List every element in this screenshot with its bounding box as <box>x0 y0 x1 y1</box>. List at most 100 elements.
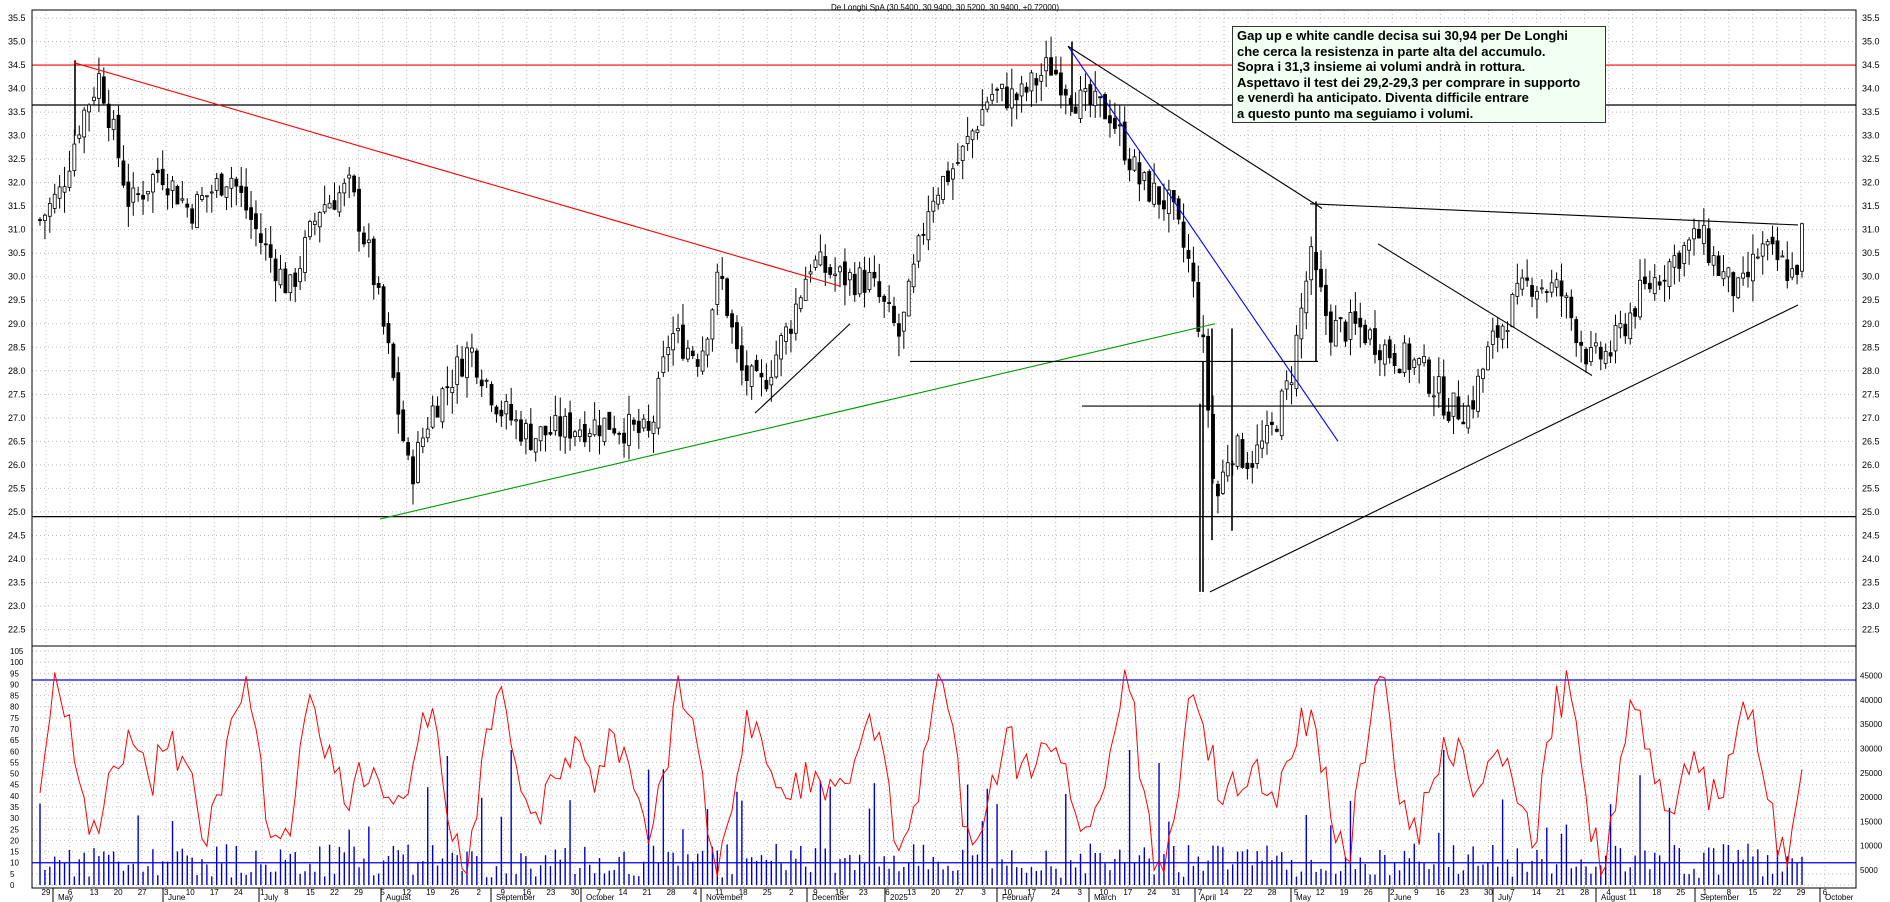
candle-body <box>460 358 464 377</box>
candle-body <box>244 186 249 211</box>
candle-body <box>1034 78 1039 86</box>
candle-body <box>1431 395 1436 398</box>
candle-body <box>1422 356 1426 364</box>
day-tick-label: 21 <box>643 888 652 897</box>
day-tick-label: 29 <box>1797 888 1806 897</box>
candle-body <box>1088 84 1093 106</box>
candle-body <box>1638 279 1642 318</box>
price-tick-label-left: 34.0 <box>8 84 26 94</box>
candle-body <box>1358 317 1363 328</box>
candle-body <box>857 267 862 295</box>
day-tick-label: 15 <box>306 888 315 897</box>
candle-body <box>1054 69 1058 75</box>
candle-body <box>126 181 131 207</box>
candle-body <box>774 354 779 378</box>
candle-body <box>627 414 631 446</box>
candle-body <box>1451 392 1456 417</box>
candle-body <box>82 109 87 138</box>
candle-body <box>47 203 52 217</box>
candle-body <box>1662 279 1667 282</box>
price-tick-label-left: 27.5 <box>8 389 26 399</box>
candle-body <box>995 88 999 91</box>
osc-tick-label: 30 <box>10 814 19 823</box>
candle-body <box>494 406 499 415</box>
candle-body <box>759 372 764 378</box>
candle-body <box>671 333 676 351</box>
candle-body <box>1225 462 1230 477</box>
note-line: Gap up e white candle decisa sui 30,94 p… <box>1237 28 1568 43</box>
day-tick-label: 23 <box>546 888 555 897</box>
day-tick-label: 24 <box>234 888 243 897</box>
candle-body <box>489 384 494 406</box>
candle-body <box>190 208 195 224</box>
candle-body <box>1697 228 1701 239</box>
month-label: May <box>58 893 73 902</box>
day-tick-label: 12 <box>1316 888 1325 897</box>
candle-body <box>1525 277 1530 281</box>
candle-body <box>1584 348 1588 365</box>
day-tick-label: 22 <box>1772 888 1781 897</box>
candle-body <box>317 212 322 228</box>
candle-body <box>165 188 170 196</box>
candle-body <box>420 437 425 448</box>
price-tick-label-right: 32.5 <box>1862 154 1880 164</box>
osc-tick-label: 105 <box>10 647 24 656</box>
price-tick-label-right: 29.5 <box>1862 295 1880 305</box>
candle-body <box>720 275 725 280</box>
grid <box>32 10 1856 888</box>
candle-body <box>357 188 361 232</box>
candle-body <box>1608 352 1613 357</box>
candle-body <box>268 244 273 258</box>
day-tick-label: 11 <box>1629 888 1638 897</box>
price-tick-label-left: 28.0 <box>8 366 26 376</box>
day-tick-label: 14 <box>1220 888 1229 897</box>
candle-body <box>1152 182 1157 205</box>
candle-body <box>838 266 842 273</box>
price-tick-label-left: 24.5 <box>8 530 26 540</box>
candle-body <box>131 187 136 203</box>
candle-body <box>1402 342 1407 373</box>
candle-body <box>887 302 891 304</box>
trendline <box>754 323 851 414</box>
candle-body <box>877 281 882 298</box>
candle-body <box>1191 262 1196 282</box>
candle-body <box>803 278 808 301</box>
candle-body <box>499 409 504 417</box>
candle-body <box>273 258 278 282</box>
price-tick-label-left: 33.0 <box>8 131 26 141</box>
candle-body <box>1613 325 1618 352</box>
candle-body <box>1446 411 1451 421</box>
candle-body <box>77 134 82 139</box>
candle-body <box>1098 96 1103 99</box>
price-tick-label-right: 27.5 <box>1862 389 1880 399</box>
candle-body <box>882 295 887 302</box>
candle-body <box>332 200 337 210</box>
candle-body <box>1746 271 1750 278</box>
candle-body <box>1726 267 1731 278</box>
candle-body <box>1220 471 1225 494</box>
candle-body <box>808 271 813 275</box>
candle-body <box>1490 330 1495 345</box>
horizontal-levels <box>32 64 1856 864</box>
day-tick-label: 21 <box>1556 888 1565 897</box>
day-tick-label: 25 <box>763 888 772 897</box>
candle-body <box>204 195 209 198</box>
day-tick-label: 1 <box>1703 888 1708 897</box>
price-tick-label-right: 22.5 <box>1862 625 1880 635</box>
candle-body <box>823 256 828 273</box>
volume-tick-label: 10000 <box>1860 842 1883 851</box>
price-tick-label-left: 26.5 <box>8 436 26 446</box>
candle-body <box>533 438 538 453</box>
day-tick-label: 19 <box>1340 888 1349 897</box>
note-line: e venerdì ha anticipato. Diventa diffici… <box>1237 90 1529 105</box>
candle-body <box>1549 282 1554 293</box>
candle-body <box>818 251 823 266</box>
candle-body <box>1677 252 1682 269</box>
candle-body <box>1284 380 1289 390</box>
candle-body <box>1687 239 1692 251</box>
candle-body <box>921 234 926 236</box>
price-tick-label-right: 34.0 <box>1862 84 1880 94</box>
candle-body <box>366 239 371 243</box>
day-tick-label: 14 <box>1532 888 1541 897</box>
osc-tick-label: 85 <box>10 692 19 701</box>
